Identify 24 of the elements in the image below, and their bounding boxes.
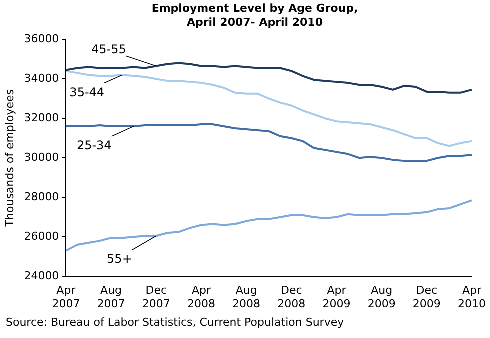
y-tick-label: 36000: [24, 32, 60, 46]
x-tick-label: Aug 2008: [232, 284, 261, 310]
x-tick-label: Dec 2009: [412, 284, 441, 310]
y-tick-label: 28000: [24, 190, 60, 204]
y-axis-title: Thousands of employees: [3, 89, 16, 228]
source-note: Source: Bureau of Labor Statistics, Current Population Survey: [6, 316, 344, 329]
x-tick-label: Apr 2009: [322, 284, 351, 310]
y-tick-label: 32000: [24, 111, 60, 124]
y-tick-label: 26000: [24, 230, 60, 243]
y-tick-label: 24000: [24, 269, 60, 282]
x-tick-label: Apr 2007: [52, 284, 80, 310]
chart-title: Employment Level by Age Group, April 2007- April 2010: [150, 2, 360, 30]
y-tick-label: 34000: [24, 72, 60, 85]
x-tick-label: Aug 2009: [368, 284, 396, 310]
series-label: 35-44: [70, 85, 105, 100]
x-tick-label: Apr 2008: [187, 284, 216, 310]
y-tick-label: 30000: [24, 150, 60, 164]
x-tick-label: Apr 2010: [458, 284, 486, 310]
series-label: 55+: [107, 252, 132, 266]
x-tick-label: Dec 2007: [142, 284, 170, 310]
x-tick-label: Dec 2008: [278, 284, 306, 310]
x-tick-label: Aug 2007: [97, 284, 126, 310]
series-label: 25-34: [76, 138, 112, 153]
series-label: 45-55: [91, 42, 126, 56]
